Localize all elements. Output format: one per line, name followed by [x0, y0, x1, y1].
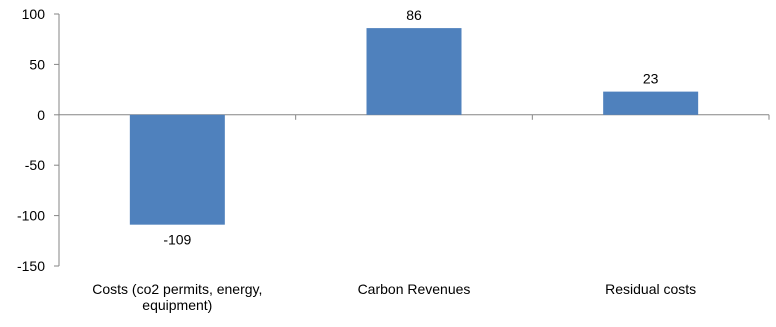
data-label: 23	[643, 71, 659, 87]
y-tick-label: 100	[22, 6, 46, 22]
bar	[129, 114, 225, 225]
x-axis: Costs (co2 permits, energy,equipment) Car…	[58, 114, 770, 313]
bar	[366, 28, 462, 115]
x-category-label: equipment)	[142, 297, 212, 313]
y-tick-label: -100	[17, 208, 45, 224]
data-labels: -109 86 23	[163, 7, 658, 248]
bar	[603, 91, 699, 115]
y-tick-label: -150	[17, 258, 45, 274]
data-label: -109	[163, 232, 191, 248]
y-tick-label: 50	[29, 56, 45, 72]
y-tick-label: -50	[25, 157, 45, 173]
bars	[129, 28, 699, 225]
y-tick-label: 0	[37, 107, 45, 123]
data-label: 86	[406, 7, 422, 23]
x-category-label: Carbon Revenues	[358, 281, 471, 297]
y-axis: 100 50 0 -50 -100 -150	[17, 6, 60, 274]
x-category-label: Costs (co2 permits, energy,	[92, 281, 262, 297]
x-category-label: Residual costs	[605, 281, 696, 297]
